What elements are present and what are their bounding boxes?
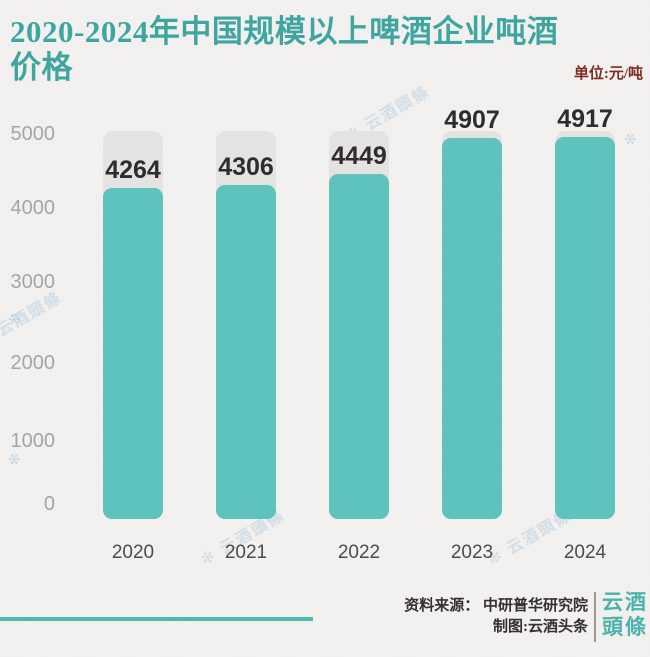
value-label-2023: 4907 <box>444 106 500 134</box>
value-label-2022: 4449 <box>331 142 387 170</box>
footer-divider <box>594 592 596 642</box>
accent-line <box>0 617 313 621</box>
bar-2024 <box>555 137 615 519</box>
bar-2023 <box>442 138 502 519</box>
x-axis-label-2024: 2024 <box>563 542 607 563</box>
page-title: 2020-2024年中国规模以上啤酒企业吨酒价格 <box>10 14 559 85</box>
unit-label: 单位:元/吨 <box>573 66 643 82</box>
y-axis-tick-5000: 5000 <box>10 123 56 145</box>
source-label: 资料来源： 中研普华研究院 <box>404 598 588 614</box>
value-label-2021: 4306 <box>218 153 274 181</box>
credit-label: 制图:云酒头条 <box>493 619 588 635</box>
y-axis-tick-2000: 2000 <box>10 352 56 374</box>
source-block: 资料来源： 中研普华研究院 制图:云酒头条 <box>404 596 588 638</box>
y-axis-tick-1000: 1000 <box>10 430 56 452</box>
y-axis-tick-3000: 3000 <box>10 271 56 293</box>
bar-2020 <box>103 188 163 519</box>
y-axis-tick-4000: 4000 <box>10 197 56 219</box>
brand-logo-line1: 云酒 <box>602 590 648 614</box>
x-axis-label-2023: 2023 <box>450 542 494 563</box>
brand-logo: 云酒 頭條 <box>601 590 649 640</box>
bar-2021 <box>216 185 276 519</box>
y-axis-tick-0: 0 <box>43 493 55 515</box>
value-label-2020: 4264 <box>105 156 161 184</box>
x-axis-label-2021: 2021 <box>224 542 268 563</box>
x-axis-label-2022: 2022 <box>337 542 381 563</box>
brand-logo-line2: 頭條 <box>602 615 648 639</box>
bar-2022 <box>329 174 389 519</box>
value-label-2024: 4917 <box>557 105 613 133</box>
x-axis-label-2020: 2020 <box>111 542 155 563</box>
